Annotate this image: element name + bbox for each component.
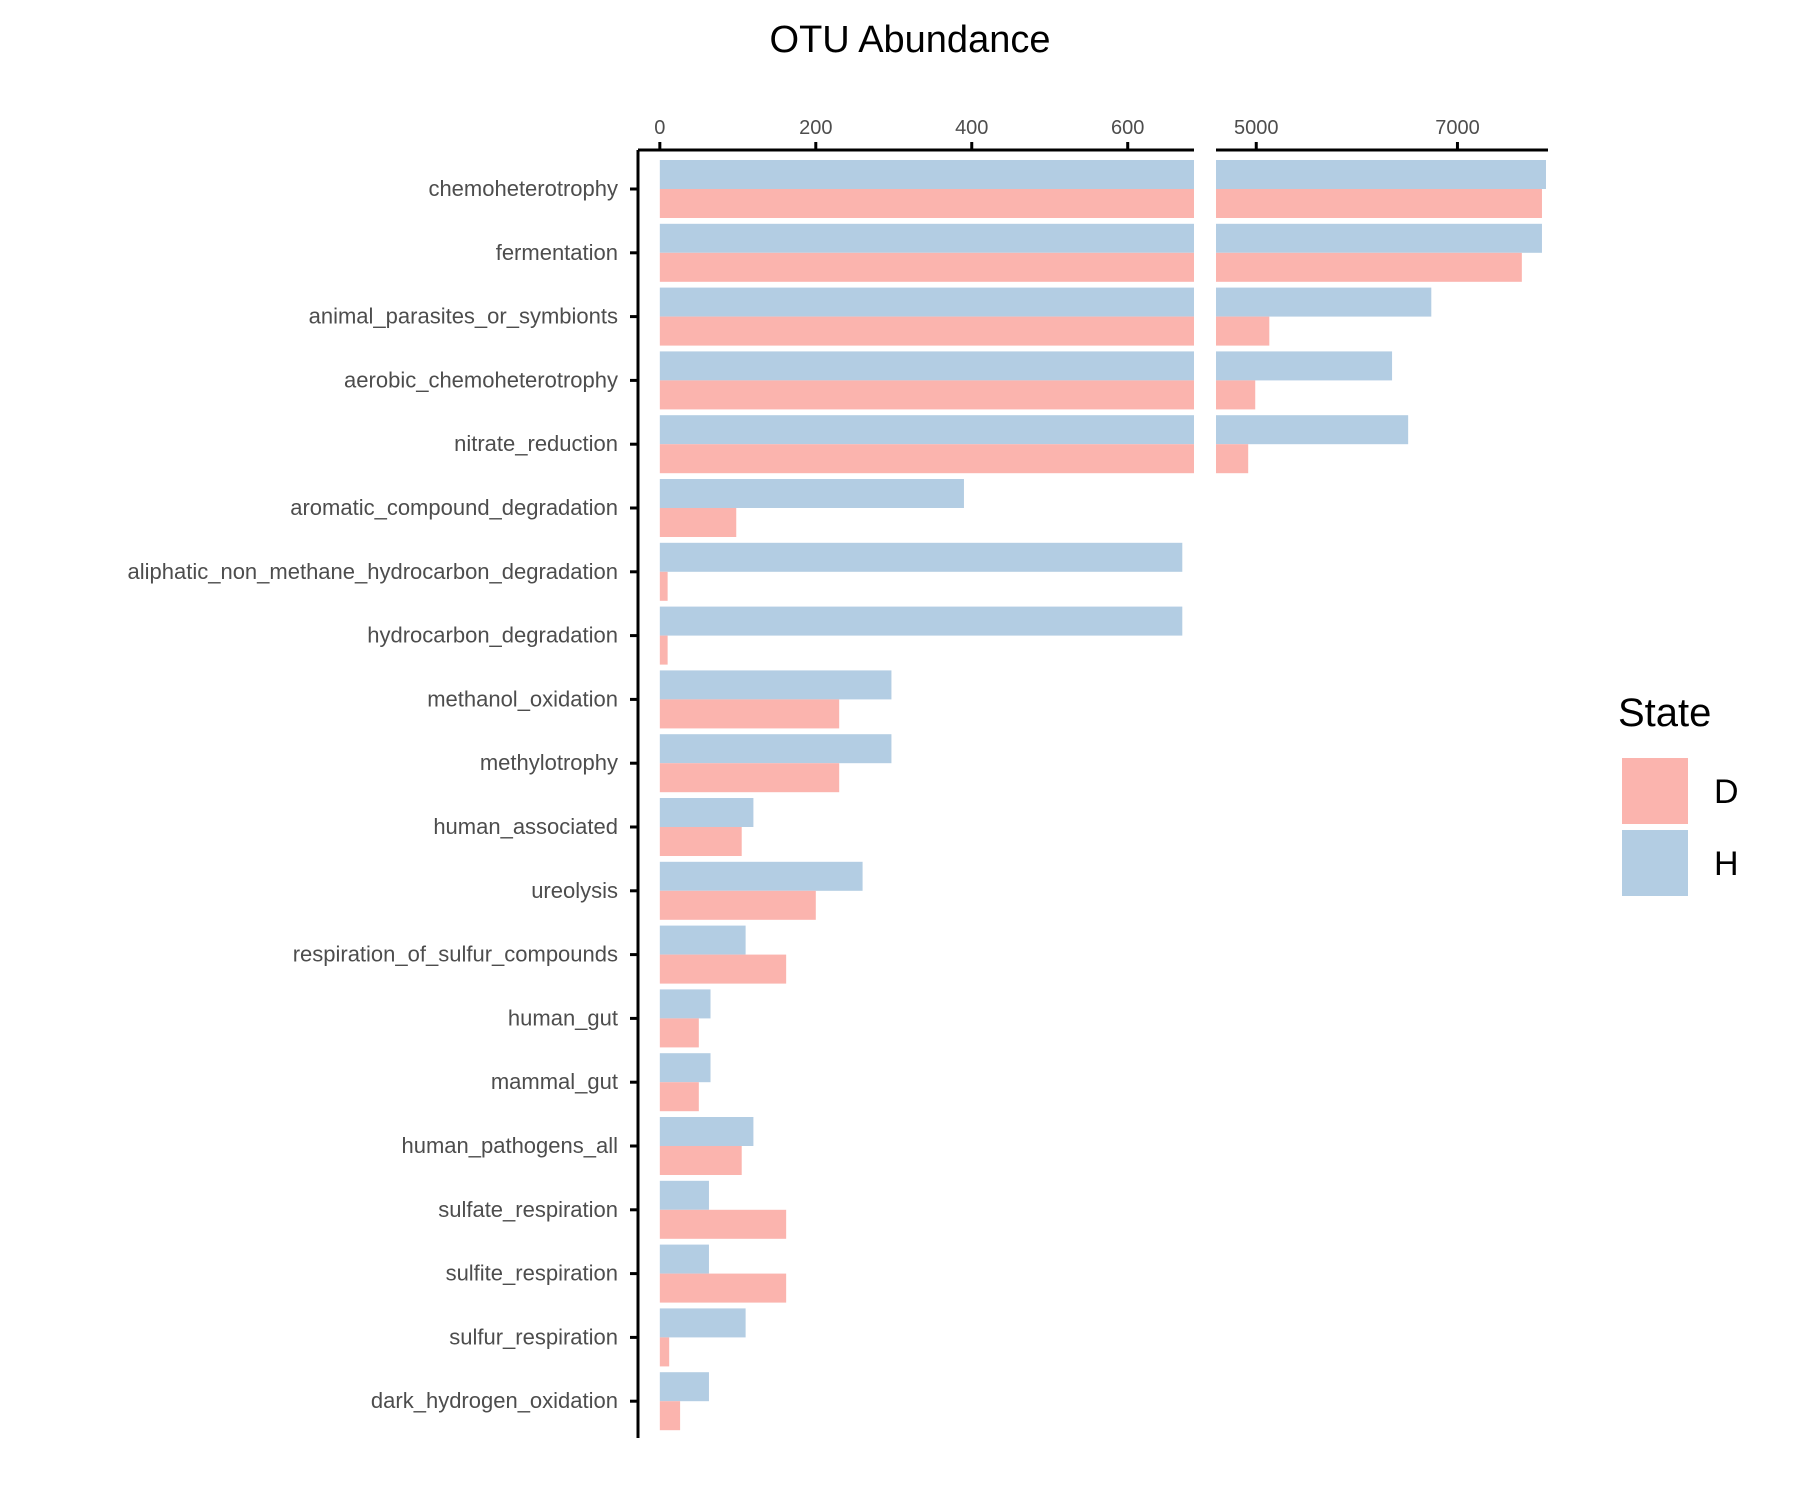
category-label: hydrocarbon_degradation (367, 623, 618, 648)
bar-h-sulfate_respiration (659, 1180, 709, 1210)
x-tick-label: 600 (1111, 117, 1144, 139)
bar-h-respiration_of_sulfur_compounds (659, 925, 746, 955)
bar-h-human_gut (659, 989, 711, 1019)
bar-d-fermentation-upper (1216, 252, 1522, 282)
category-label: chemoheterotrophy (428, 176, 618, 201)
category-label: methanol_oxidation (427, 686, 618, 711)
bar-d-nitrate_reduction (659, 444, 1194, 474)
category-label: sulfite_respiration (446, 1261, 618, 1286)
legend-swatch-h (1622, 830, 1688, 896)
category-label: respiration_of_sulfur_compounds (293, 942, 618, 967)
bar-h-chemoheterotrophy (659, 160, 1194, 189)
category-label: aromatic_compound_degradation (290, 495, 618, 520)
axes-layer: chemoheterotrophy fermentation animal_para… (128, 117, 1548, 1438)
bar-d-sulfite_respiration (659, 1273, 787, 1303)
bar-h-ureolysis (659, 861, 863, 891)
bar-h-dark_hydrogen_oxidation (659, 1372, 709, 1402)
bar-h-mammal_gut (659, 1053, 711, 1083)
x-tick-label: 5000 (1234, 117, 1279, 139)
bar-h-fermentation (659, 223, 1194, 253)
bar-d-aromatic_compound_degradation (659, 508, 737, 537)
bar-h-aerobic_chemoheterotrophy-upper (1216, 351, 1393, 381)
category-label: fermentation (496, 240, 618, 265)
bar-h-hydrocarbon_degradation (659, 606, 1183, 636)
bar-d-human_gut (659, 1018, 699, 1048)
category-label: methylotrophy (480, 750, 618, 775)
bar-h-human_pathogens_all (659, 1117, 754, 1146)
bar-d-animal_parasites_or_symbionts (659, 316, 1194, 346)
x-tick-label: 7000 (1435, 117, 1480, 139)
bar-d-dark_hydrogen_oxidation (659, 1401, 681, 1431)
bar-d-aerobic_chemoheterotrophy-upper (1216, 380, 1256, 410)
bar-d-methanol_oxidation (659, 699, 840, 729)
bar-d-sulfate_respiration (659, 1209, 787, 1239)
bar-d-methylotrophy (659, 763, 840, 793)
legend-title: State (1618, 691, 1711, 735)
bar-d-human_associated (659, 827, 742, 856)
category-label: dark_hydrogen_oxidation (371, 1388, 618, 1413)
bar-h-animal_parasites_or_symbionts-upper (1216, 287, 1432, 317)
legend-label-h: H (1714, 845, 1739, 883)
bar-d-chemoheterotrophy-upper (1216, 189, 1542, 218)
bar-h-methanol_oxidation (659, 670, 892, 700)
legend: State DH (1618, 691, 1739, 896)
bar-d-hydrocarbon_degradation (659, 635, 668, 665)
bar-h-fermentation-upper (1216, 223, 1542, 253)
category-label: human_associated (433, 814, 618, 839)
bar-d-aerobic_chemoheterotrophy (659, 380, 1194, 410)
bar-d-nitrate_reduction-upper (1216, 444, 1249, 474)
bar-h-chemoheterotrophy-upper (1216, 160, 1546, 189)
category-label: sulfur_respiration (449, 1324, 618, 1349)
bar-d-respiration_of_sulfur_compounds (659, 954, 787, 984)
bar-d-aliphatic_non_methane_hydrocarbon_degradation (659, 571, 668, 601)
category-label: human_pathogens_all (401, 1133, 618, 1158)
bar-h-animal_parasites_or_symbionts (659, 287, 1194, 317)
category-label: animal_parasites_or_symbionts (309, 304, 618, 329)
x-tick-label: 400 (955, 117, 988, 139)
bar-d-ureolysis (659, 890, 816, 920)
legend-label-d: D (1714, 773, 1739, 811)
x-tick-label: 200 (799, 117, 832, 139)
bar-h-sulfite_respiration (659, 1244, 709, 1274)
bar-d-chemoheterotrophy (659, 189, 1194, 218)
bar-d-sulfur_respiration (659, 1337, 670, 1367)
bar-h-nitrate_reduction-upper (1216, 415, 1409, 445)
category-label: human_gut (508, 1005, 618, 1030)
category-label: ureolysis (531, 878, 618, 903)
bar-h-methylotrophy (659, 734, 892, 764)
bar-h-aliphatic_non_methane_hydrocarbon_degradation (659, 542, 1183, 572)
bars-layer (659, 160, 1546, 1431)
legend-swatch-d (1622, 758, 1688, 824)
category-label: aliphatic_non_methane_hydrocarbon_degrad… (128, 559, 619, 584)
bar-d-human_pathogens_all (659, 1146, 742, 1175)
category-label: aerobic_chemoheterotrophy (344, 367, 618, 392)
bar-d-fermentation (659, 252, 1194, 282)
x-tick-label: 0 (654, 117, 665, 139)
bar-h-aromatic_compound_degradation (659, 479, 964, 508)
chart-title: OTU Abundance (770, 19, 1051, 61)
bar-d-animal_parasites_or_symbionts-upper (1216, 316, 1270, 346)
bar-d-mammal_gut (659, 1082, 699, 1112)
category-label: sulfate_respiration (438, 1197, 618, 1222)
category-label: nitrate_reduction (454, 431, 618, 456)
bar-h-aerobic_chemoheterotrophy (659, 351, 1194, 381)
bar-h-nitrate_reduction (659, 415, 1194, 445)
bar-h-human_associated (659, 798, 754, 827)
category-label: mammal_gut (491, 1069, 618, 1094)
bar-h-sulfur_respiration (659, 1308, 746, 1338)
